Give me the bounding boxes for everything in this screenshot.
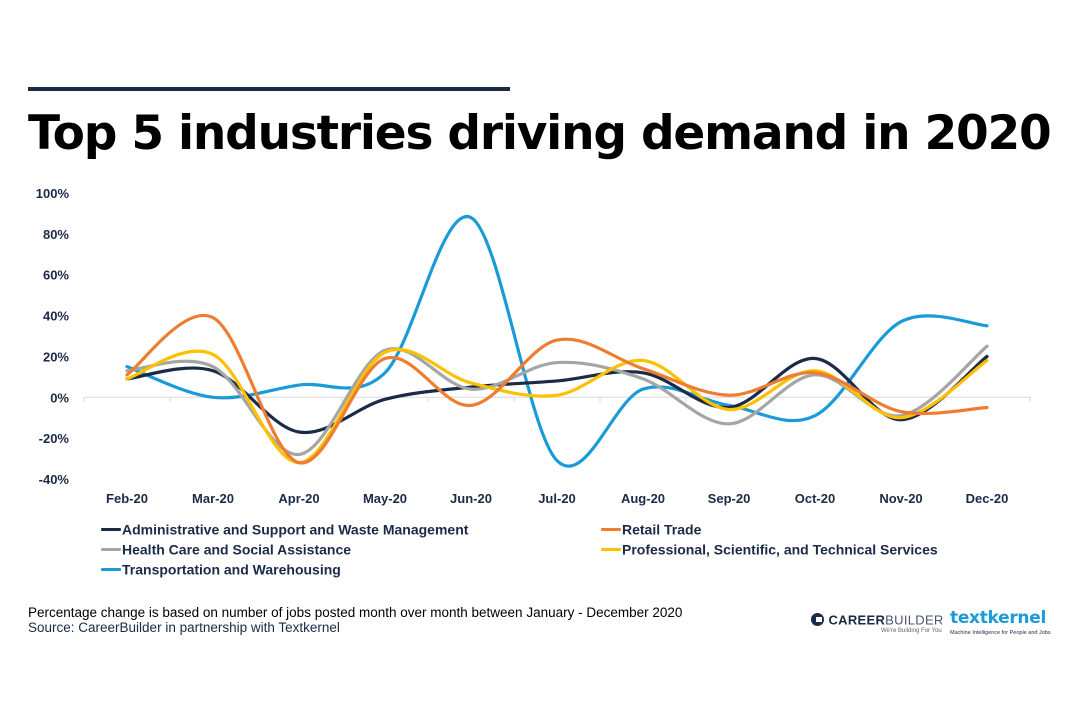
y-tick-label: 20% xyxy=(43,349,69,364)
textkernel-tagline: Machine Intelligence for People and Jobs xyxy=(950,630,1051,636)
legend-item-transportation: Transportation and Warehousing xyxy=(101,558,341,578)
x-tick-label: May-20 xyxy=(363,491,407,506)
legend-item-health-care: Health Care and Social Assistance xyxy=(101,538,351,558)
y-tick-label: 80% xyxy=(43,227,69,242)
x-axis: Feb-20 Mar-20 Apr-20 May-20 Jun-20 Jul-20 Aug-… xyxy=(83,396,1031,506)
careerbuilder-wordmark-bold: CAREER xyxy=(828,612,886,628)
series-line-retail-trade xyxy=(125,313,989,465)
x-tick-label: Feb-20 xyxy=(106,491,148,506)
legend-label: Transportation and Warehousing xyxy=(122,561,341,578)
legend-swatch xyxy=(101,567,121,571)
x-tick-label: Mar-20 xyxy=(192,491,234,506)
page-title: Top 5 industries driving demand in 2020 xyxy=(28,106,1052,161)
x-tick-label: Jun-20 xyxy=(450,491,492,506)
title-divider xyxy=(28,87,510,91)
careerbuilder-logo: CAREERBUILDER We're Building For You xyxy=(811,611,944,634)
legend-label: Health Care and Social Assistance xyxy=(122,541,352,558)
x-tick-label: Jul-20 xyxy=(538,491,576,506)
y-tick-label: 60% xyxy=(43,268,69,283)
legend-swatch xyxy=(101,547,121,551)
x-tick-label: Nov-20 xyxy=(879,491,922,506)
legend-swatch xyxy=(601,547,621,551)
x-tick-label: Dec-20 xyxy=(966,491,1009,506)
series-line-administrative-and-support-and-waste-management xyxy=(125,354,989,435)
careerbuilder-wordmark-light: BUILDER xyxy=(885,612,944,628)
x-tick-label: Aug-20 xyxy=(621,491,665,506)
y-axis: 100% 80% 60% 40% 20% 0% -20% -40% xyxy=(36,186,70,487)
series-lines xyxy=(125,215,989,468)
legend-swatch xyxy=(101,527,121,531)
series-line-transportation-and-warehousing xyxy=(125,215,989,468)
footnote: Percentage change is based on number of … xyxy=(28,605,682,635)
textkernel-logo: textkernel Machine Intelligence for Peop… xyxy=(950,608,1051,636)
textkernel-wordmark: textkernel xyxy=(950,608,1046,628)
x-tick-label: Oct-20 xyxy=(795,491,835,506)
legend-item-administrative: Administrative and Support and Waste Man… xyxy=(101,518,468,538)
legend-swatch xyxy=(601,527,621,531)
y-tick-label: -20% xyxy=(39,431,70,446)
x-tick-label: Sep-20 xyxy=(708,491,751,506)
y-tick-label: -40% xyxy=(39,472,70,487)
x-tick-label: Apr-20 xyxy=(278,491,319,506)
legend-label: Professional, Scientific, and Technical … xyxy=(622,541,938,558)
y-tick-label: 0% xyxy=(50,390,69,405)
careerbuilder-mark-icon xyxy=(811,613,824,627)
methodology-note: Percentage change is based on number of … xyxy=(28,605,683,620)
legend-item-retail: Retail Trade xyxy=(601,518,701,538)
legend-item-professional: Professional, Scientific, and Technical … xyxy=(601,538,938,558)
careerbuilder-wordmark: CAREERBUILDER xyxy=(828,612,943,627)
legend-label: Administrative and Support and Waste Man… xyxy=(122,521,469,538)
source-note: Source: CareerBuilder in partnership wit… xyxy=(28,620,340,635)
y-tick-label: 100% xyxy=(36,186,70,201)
careerbuilder-tagline: We're Building For You xyxy=(881,628,942,634)
series-line-health-care-and-social-assistance xyxy=(125,344,989,457)
y-tick-label: 40% xyxy=(43,309,69,324)
legend-label: Retail Trade xyxy=(622,521,702,538)
